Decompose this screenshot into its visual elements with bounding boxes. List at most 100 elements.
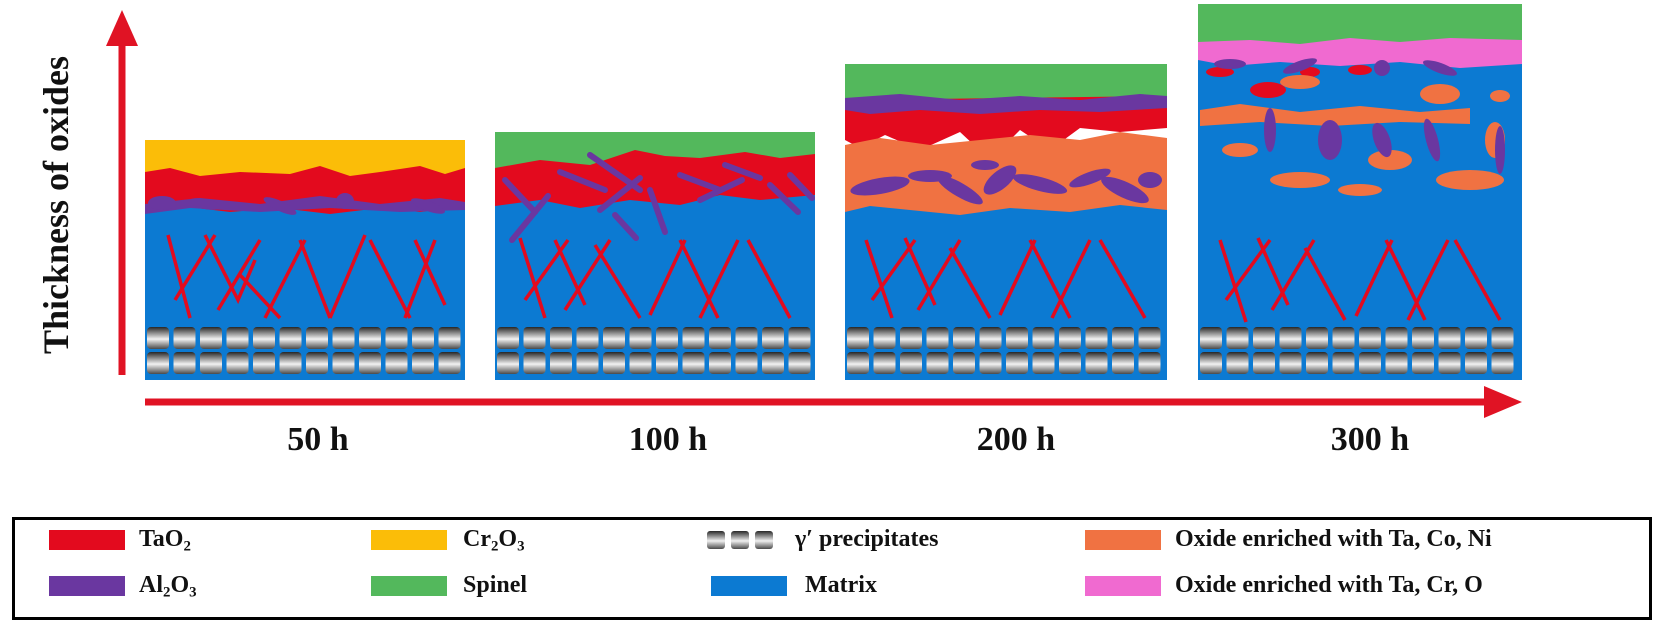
gamma-prime-cuboid bbox=[1226, 352, 1249, 374]
gamma-prime-cuboid bbox=[788, 352, 811, 374]
slip-lines bbox=[518, 237, 792, 319]
gamma-prime-cuboid bbox=[1359, 352, 1381, 374]
gamma-prime-cuboid bbox=[359, 352, 381, 374]
gamma-prime-swatch bbox=[707, 531, 787, 551]
slip-lines bbox=[166, 234, 447, 320]
gamma-prime-cuboid bbox=[1412, 327, 1434, 349]
gamma-prime-cuboid bbox=[682, 352, 705, 374]
gamma-prime-cuboid bbox=[523, 352, 546, 374]
gamma-prime-cuboid bbox=[1032, 352, 1055, 374]
gamma-prime-cuboid bbox=[926, 352, 949, 374]
gamma-prime-cuboid bbox=[1279, 327, 1302, 349]
gamma-prime-cuboid bbox=[953, 352, 975, 374]
gamma-prime-cuboid bbox=[412, 352, 434, 374]
gamma-prime-cuboid bbox=[1138, 327, 1161, 349]
gamma-prime-cuboid bbox=[1112, 327, 1134, 349]
gamma-prime-cuboid bbox=[332, 352, 355, 374]
al2o3-particles bbox=[1264, 108, 1505, 174]
gamma-prime-cuboid bbox=[497, 352, 519, 374]
cr2o3-swatch bbox=[371, 530, 447, 550]
gamma-prime-precipitates bbox=[147, 327, 461, 374]
gamma-prime-cuboid bbox=[306, 327, 328, 349]
panel-300h bbox=[1198, 4, 1522, 380]
gamma-prime-cuboid bbox=[656, 352, 678, 374]
gamma-prime-cuboid bbox=[173, 352, 196, 374]
spinel-label: Spinel bbox=[463, 572, 528, 598]
gamma-prime-cuboid bbox=[173, 327, 196, 349]
gamma-prime-cuboid bbox=[1465, 327, 1487, 349]
gamma-prime-cuboid bbox=[926, 327, 949, 349]
al2o3-particles bbox=[1214, 58, 1458, 76]
gamma-prime-cuboid bbox=[735, 327, 758, 349]
gamma-prime-cuboid bbox=[1226, 327, 1249, 349]
gamma-prime-cuboid bbox=[279, 327, 302, 349]
gamma-prime-cuboid bbox=[438, 327, 461, 349]
al2o3-needles bbox=[502, 152, 815, 243]
slip-lines bbox=[1218, 237, 1502, 323]
gamma-prime-cuboid bbox=[359, 327, 381, 349]
gamma-prime-cuboid bbox=[1465, 352, 1487, 374]
oxide-ta-co-ni-particles bbox=[1200, 75, 1510, 196]
gamma-prime-cuboid bbox=[550, 327, 572, 349]
gamma-prime-cuboid bbox=[226, 327, 249, 349]
time-label-50h: 50 h bbox=[287, 421, 349, 458]
gamma-prime-cuboid bbox=[1359, 327, 1381, 349]
gamma-prime-cuboid bbox=[762, 352, 784, 374]
time-label-100h: 100 h bbox=[629, 421, 708, 458]
gamma-prime-cuboid bbox=[550, 352, 572, 374]
gamma-prime-cuboid bbox=[847, 327, 869, 349]
al2o3-layer bbox=[845, 94, 1167, 114]
oxide-ta-cr-o-swatch bbox=[1085, 576, 1161, 596]
gamma-prime-cuboid bbox=[979, 352, 1002, 374]
gamma-prime-cuboid bbox=[279, 352, 302, 374]
gamma-prime-cuboid bbox=[900, 352, 922, 374]
gamma-prime-cuboid bbox=[1085, 352, 1108, 374]
al2o3-layer bbox=[145, 196, 465, 214]
gamma-prime-cuboid bbox=[900, 327, 922, 349]
al2o3-label: Al2O3 bbox=[139, 572, 197, 601]
gamma-prime-cuboid bbox=[953, 327, 975, 349]
gamma-prime-cuboid bbox=[1006, 327, 1028, 349]
oxide-ta-cr-o-label: Oxide enriched with Ta, Cr, O bbox=[1175, 572, 1483, 598]
spinel-swatch bbox=[371, 576, 447, 596]
y-axis-arrow bbox=[106, 10, 138, 375]
gamma-prime-cuboid bbox=[1112, 352, 1134, 374]
tao2-label: TaO2 bbox=[139, 526, 191, 555]
panel-100h bbox=[495, 132, 815, 380]
tao2-swatch bbox=[49, 530, 125, 550]
gamma-prime-cuboid bbox=[226, 352, 249, 374]
gamma-prime-precipitates bbox=[847, 327, 1161, 374]
al2o3-particle bbox=[189, 198, 221, 210]
al2o3-particle bbox=[410, 198, 446, 214]
time-label-300h: 300 h bbox=[1331, 421, 1410, 458]
matrix-swatch bbox=[711, 576, 787, 596]
gamma-prime-cuboid bbox=[1438, 327, 1461, 349]
al2o3-particle bbox=[148, 196, 176, 210]
gamma-prime-cuboid bbox=[576, 327, 599, 349]
gamma-prime-cuboid bbox=[1253, 352, 1275, 374]
cr2o3-label: Cr2O3 bbox=[463, 526, 525, 555]
gamma-prime-cuboid bbox=[1385, 327, 1408, 349]
gamma-prime-cuboid bbox=[332, 327, 355, 349]
al2o3-swatch bbox=[49, 576, 125, 596]
gamma-prime-cuboid bbox=[1279, 352, 1302, 374]
gamma-prime-cuboid bbox=[253, 352, 275, 374]
gamma-prime-cuboid bbox=[306, 352, 328, 374]
gamma-prime-cuboid bbox=[523, 327, 546, 349]
gamma-prime-cuboid bbox=[762, 327, 784, 349]
gamma-prime-cuboid bbox=[1059, 327, 1081, 349]
gamma-prime-cuboid bbox=[979, 327, 1002, 349]
gamma-prime-cuboid bbox=[412, 327, 434, 349]
gamma-prime-cuboid bbox=[147, 352, 169, 374]
y-axis-label: Thickness of oxides bbox=[36, 56, 76, 354]
gamma-prime-cuboid bbox=[603, 327, 625, 349]
gamma-prime-cuboid bbox=[200, 352, 222, 374]
gamma-prime-cuboid bbox=[847, 352, 869, 374]
time-label-200h: 200 h bbox=[977, 421, 1056, 458]
gamma-prime-precipitates bbox=[1200, 327, 1514, 374]
gamma-prime-precipitates bbox=[497, 327, 811, 374]
x-axis-arrow bbox=[145, 386, 1522, 418]
tao2-layer bbox=[845, 96, 1167, 160]
gamma-prime-cuboid bbox=[735, 352, 758, 374]
